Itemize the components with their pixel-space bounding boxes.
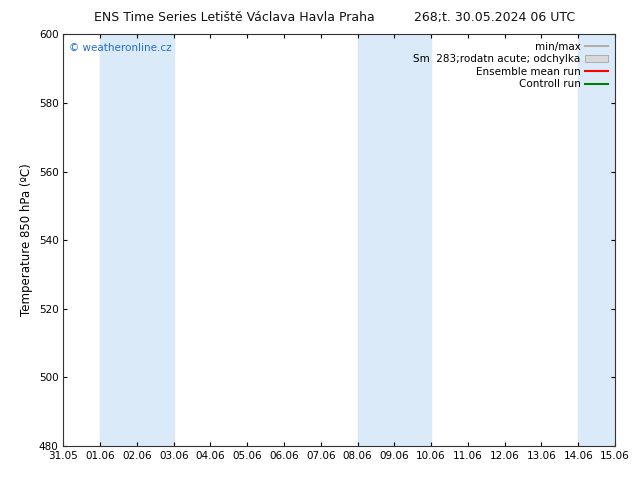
Bar: [100, 34, 174, 446]
Text: © weatheronline.cz: © weatheronline.cz: [69, 43, 172, 52]
Legend: min/max, Sm  283;rodatn acute; odchylka, Ensemble mean run, Controll run: min/max, Sm 283;rodatn acute; odchylka, …: [411, 40, 610, 92]
Bar: [578, 34, 615, 446]
Bar: [358, 34, 431, 446]
Text: 268;t. 30.05.2024 06 UTC: 268;t. 30.05.2024 06 UTC: [414, 11, 575, 24]
Y-axis label: Temperature 850 hPa (ºC): Temperature 850 hPa (ºC): [20, 164, 33, 317]
Text: ENS Time Series Letiště Václava Havla Praha: ENS Time Series Letiště Václava Havla Pr…: [94, 11, 375, 24]
